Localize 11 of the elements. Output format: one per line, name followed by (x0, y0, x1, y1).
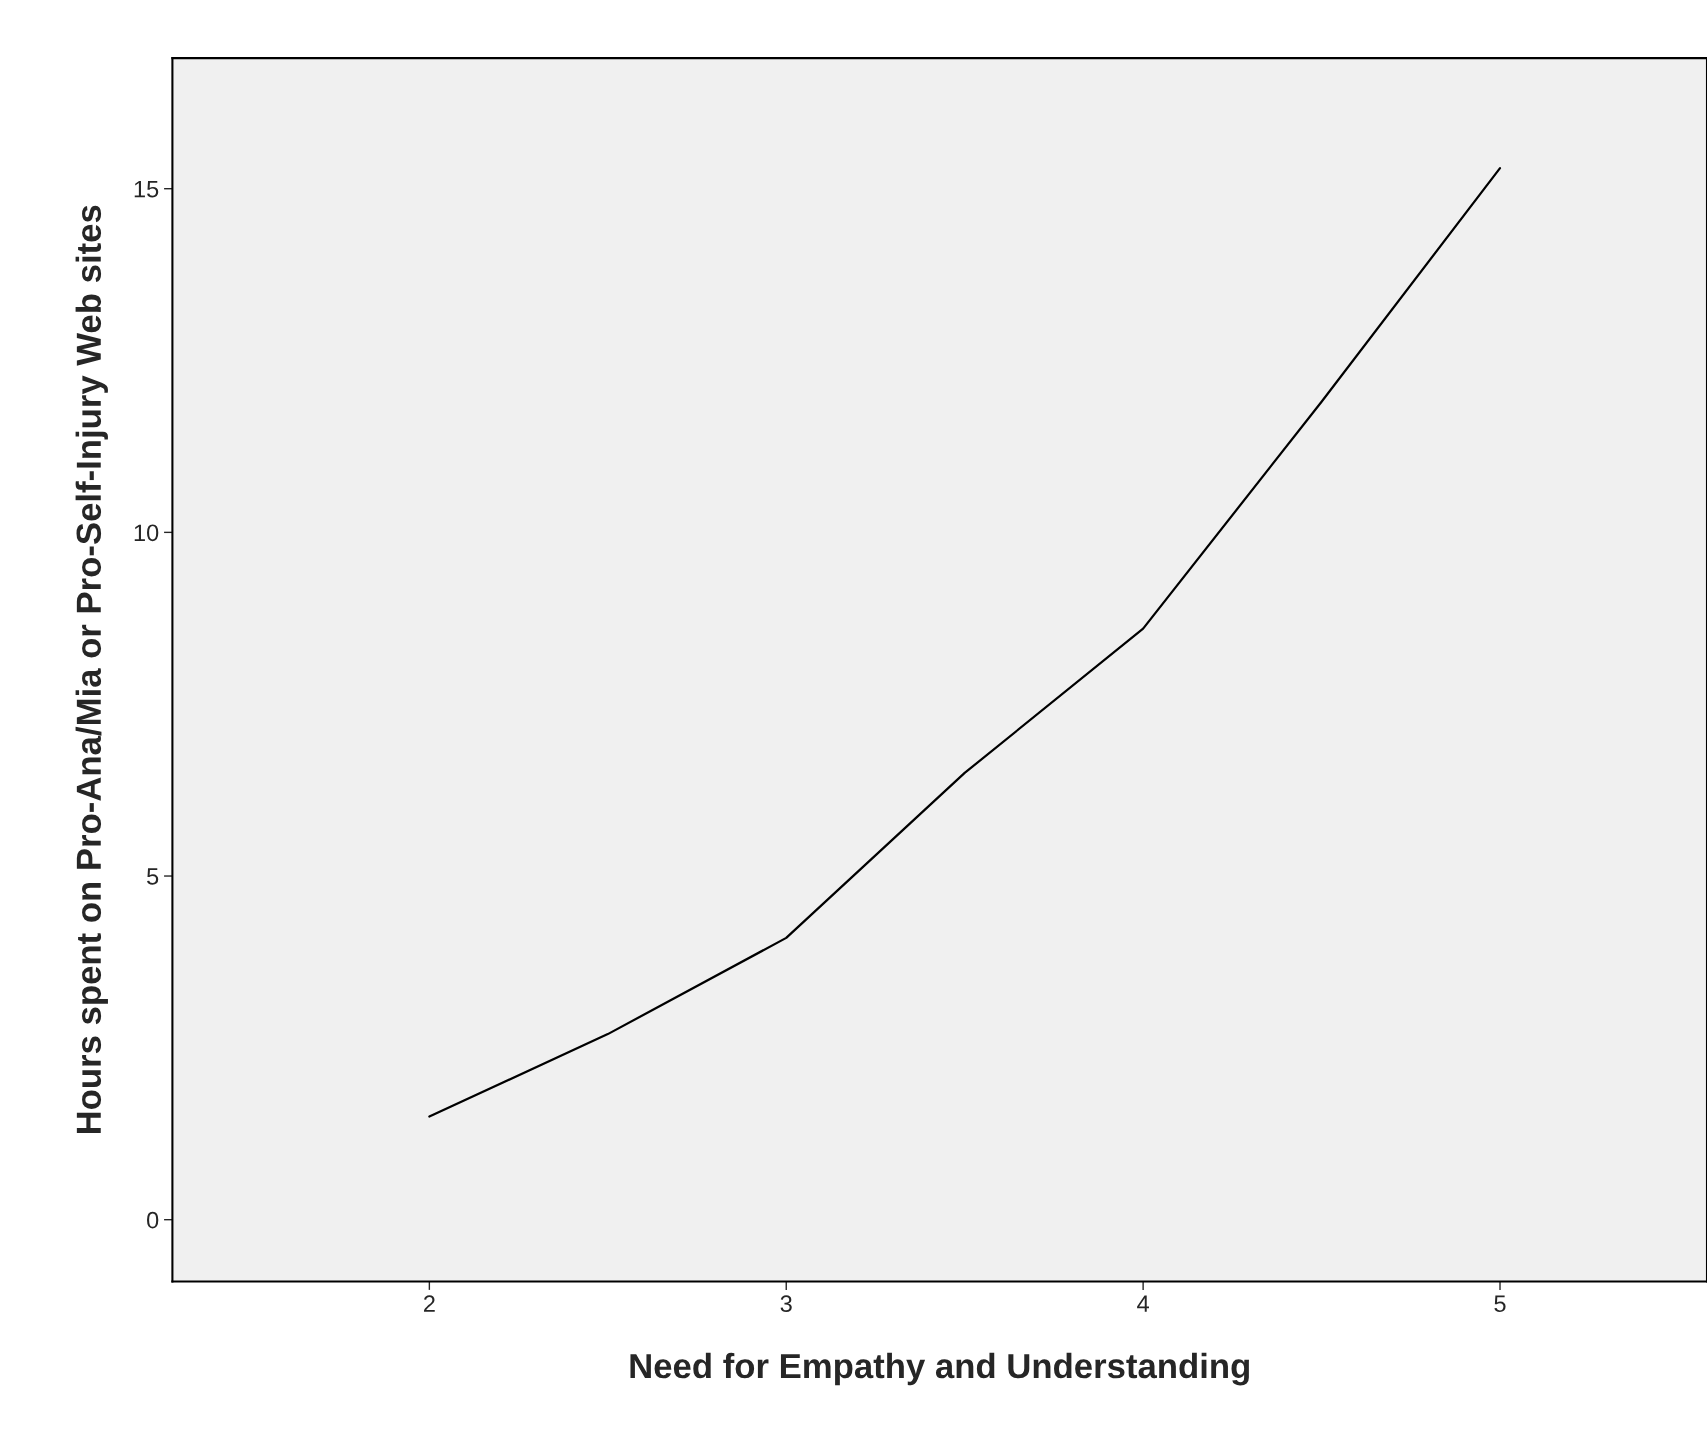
x-tick-label: 3 (780, 1295, 792, 1313)
y-tick-label: 10 (134, 524, 159, 542)
x-tick-label: 5 (1494, 1295, 1506, 1313)
y-tick-label: 0 (147, 1211, 159, 1229)
y-tick-label: 15 (134, 181, 159, 198)
x-tick-label: 2 (423, 1295, 435, 1312)
x-axis-title: Need for Empathy and Understanding (630, 1352, 1249, 1386)
y-axis-title: Hours spent on Pro-Ana/Mia or Pro-Self-Injury Web sites (75, 205, 108, 1134)
line-series (428, 166, 1502, 1118)
y-tick-label: 5 (147, 868, 159, 885)
x-tick-label: 4 (1137, 1295, 1149, 1312)
